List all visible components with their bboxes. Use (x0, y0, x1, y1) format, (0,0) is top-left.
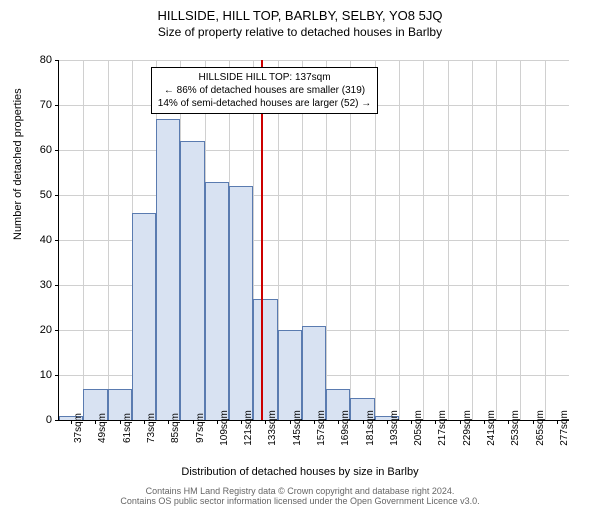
x-tick-mark (144, 420, 145, 424)
x-tick-label: 157sqm (316, 410, 327, 446)
annotation-line2: ← 86% of detached houses are smaller (31… (158, 84, 371, 97)
x-tick-label: 49sqm (97, 413, 108, 443)
x-tick-label: 73sqm (146, 413, 157, 443)
x-tick-mark (193, 420, 194, 424)
chart-container: HILLSIDE, HILL TOP, BARLBY, SELBY, YO8 5… (0, 8, 600, 508)
x-tick-label: 193sqm (389, 410, 400, 446)
x-tick-label: 265sqm (535, 410, 546, 446)
histogram-bar (205, 182, 229, 421)
gridline-h (59, 60, 569, 61)
x-tick-mark (533, 420, 534, 424)
x-tick-mark (314, 420, 315, 424)
footer-line2: Contains OS public sector information li… (0, 496, 600, 506)
y-tick-mark (55, 420, 59, 421)
x-tick-label: 181sqm (365, 410, 376, 446)
gridline-v (448, 60, 449, 420)
x-tick-mark (71, 420, 72, 424)
x-tick-mark (120, 420, 121, 424)
histogram-bar (132, 213, 156, 420)
marker-line (261, 60, 263, 420)
x-tick-label: 277sqm (559, 410, 570, 446)
gridline-h (59, 150, 569, 151)
footer-text: Contains HM Land Registry data © Crown c… (0, 486, 600, 506)
y-tick-mark (55, 330, 59, 331)
gridline-v (326, 60, 327, 420)
chart-title: HILLSIDE, HILL TOP, BARLBY, SELBY, YO8 5… (0, 8, 600, 23)
y-tick-mark (55, 240, 59, 241)
y-tick-label: 20 (0, 324, 52, 336)
gridline-v (399, 60, 400, 420)
x-tick-label: 217sqm (437, 410, 448, 446)
y-tick-mark (55, 105, 59, 106)
x-tick-label: 145sqm (292, 410, 303, 446)
x-tick-mark (387, 420, 388, 424)
plot-area: HILLSIDE HILL TOP: 137sqm← 86% of detach… (58, 60, 569, 421)
annotation-box: HILLSIDE HILL TOP: 137sqm← 86% of detach… (151, 67, 378, 114)
y-tick-mark (55, 285, 59, 286)
x-tick-label: 133sqm (267, 410, 278, 446)
histogram-bar (253, 299, 277, 421)
y-tick-mark (55, 150, 59, 151)
x-tick-label: 61sqm (122, 413, 133, 443)
gridline-v (496, 60, 497, 420)
x-tick-mark (241, 420, 242, 424)
x-tick-label: 85sqm (170, 413, 181, 443)
gridline-v (520, 60, 521, 420)
histogram-bar (156, 119, 180, 421)
y-tick-label: 0 (0, 414, 52, 426)
x-tick-mark (290, 420, 291, 424)
y-axis-label: Number of detached properties (12, 88, 24, 240)
annotation-line1: HILLSIDE HILL TOP: 137sqm (158, 71, 371, 84)
x-tick-label: 37sqm (73, 413, 84, 443)
x-tick-label: 169sqm (340, 410, 351, 446)
x-axis-label: Distribution of detached houses by size … (0, 466, 600, 478)
gridline-v (423, 60, 424, 420)
y-tick-label: 30 (0, 279, 52, 291)
footer-line1: Contains HM Land Registry data © Crown c… (0, 486, 600, 496)
x-tick-label: 205sqm (413, 410, 424, 446)
y-tick-label: 70 (0, 99, 52, 111)
x-tick-mark (460, 420, 461, 424)
histogram-bar (302, 326, 326, 421)
histogram-bar (278, 330, 302, 420)
x-tick-label: 121sqm (243, 410, 254, 446)
gridline-v (108, 60, 109, 420)
x-tick-label: 97sqm (195, 413, 206, 443)
x-tick-mark (217, 420, 218, 424)
chart-subtitle: Size of property relative to detached ho… (0, 25, 600, 39)
x-tick-label: 229sqm (462, 410, 473, 446)
histogram-bar (180, 141, 204, 420)
gridline-v (350, 60, 351, 420)
gridline-v (545, 60, 546, 420)
y-tick-label: 80 (0, 54, 52, 66)
y-tick-label: 60 (0, 144, 52, 156)
y-tick-mark (55, 60, 59, 61)
x-tick-mark (557, 420, 558, 424)
annotation-line3: 14% of semi-detached houses are larger (… (158, 97, 371, 110)
y-tick-label: 50 (0, 189, 52, 201)
histogram-bar (229, 186, 253, 420)
x-tick-mark (484, 420, 485, 424)
gridline-v (375, 60, 376, 420)
y-tick-label: 10 (0, 369, 52, 381)
x-tick-mark (363, 420, 364, 424)
y-tick-mark (55, 195, 59, 196)
x-tick-label: 241sqm (486, 410, 497, 446)
x-tick-mark (411, 420, 412, 424)
y-tick-mark (55, 375, 59, 376)
x-tick-label: 109sqm (219, 410, 230, 446)
gridline-v (83, 60, 84, 420)
y-tick-label: 40 (0, 234, 52, 246)
gridline-v (472, 60, 473, 420)
x-tick-label: 253sqm (510, 410, 521, 446)
gridline-h (59, 195, 569, 196)
